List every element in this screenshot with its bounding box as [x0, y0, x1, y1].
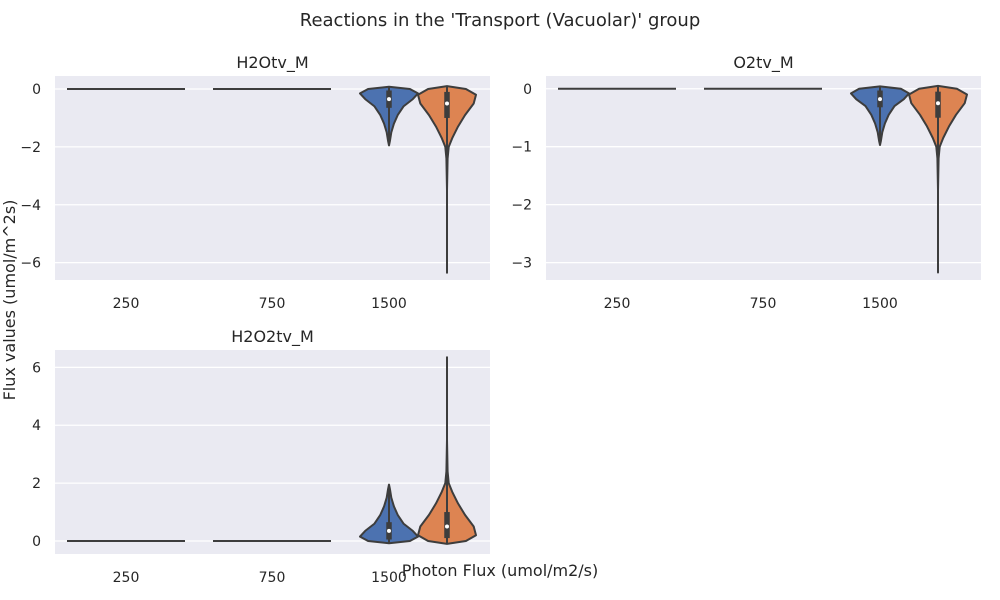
y-tick-label: 2 [32, 476, 41, 492]
y-tick-label: −6 [20, 256, 41, 272]
x-tick-label: 1500 [862, 296, 898, 312]
violin-median [445, 524, 449, 529]
y-tick-label: 0 [32, 534, 41, 550]
y-tick-label: 4 [32, 418, 41, 434]
plot-area [546, 76, 981, 280]
x-tick-label: 1500 [371, 296, 407, 312]
y-tick-label: −4 [20, 198, 41, 214]
y-tick-label: 0 [32, 82, 41, 98]
y-tick-label: −1 [511, 140, 532, 156]
y-tick-label: −3 [511, 256, 532, 272]
violin-median [936, 101, 940, 106]
x-tick-label: 750 [750, 296, 777, 312]
subplot-title: H2Otv_M [236, 53, 308, 73]
violin-median [878, 97, 882, 102]
y-tick-label: −2 [20, 140, 41, 156]
x-tick-label: 1500 [371, 570, 407, 586]
y-tick-label: 6 [32, 360, 41, 376]
subplot-title: O2tv_M [733, 53, 793, 73]
violin-median [387, 97, 391, 102]
y-tick-label: 0 [523, 82, 532, 98]
figure-title: Reactions in the 'Transport (Vacuolar)' … [300, 10, 701, 31]
x-tick-label: 250 [113, 296, 140, 312]
plot-area [55, 350, 490, 554]
y-axis-label: Flux values (umol/m^2s) [0, 200, 19, 401]
subplot-title: H2O2tv_M [231, 327, 314, 347]
subplot-o2tv-m: 0 −1 −2 −3 250 750 1500 O2tv_M [511, 53, 981, 312]
x-tick-label: 250 [604, 296, 631, 312]
violin-median [445, 101, 449, 106]
violin-median [387, 528, 391, 533]
x-axis-label: Photon Flux (umol/m2/s) [402, 561, 599, 580]
plot-area [55, 76, 490, 280]
x-tick-label: 750 [259, 570, 286, 586]
subplot-h2otv-m: 0 −2 −4 −6 250 750 1500 H2Otv_M [20, 53, 490, 312]
y-tick-label: −2 [511, 198, 532, 214]
x-tick-label: 750 [259, 296, 286, 312]
x-tick-label: 250 [113, 570, 140, 586]
subplot-h2o2tv-m: 0 2 4 6 250 750 1500 H2O2tv_M [32, 327, 490, 586]
